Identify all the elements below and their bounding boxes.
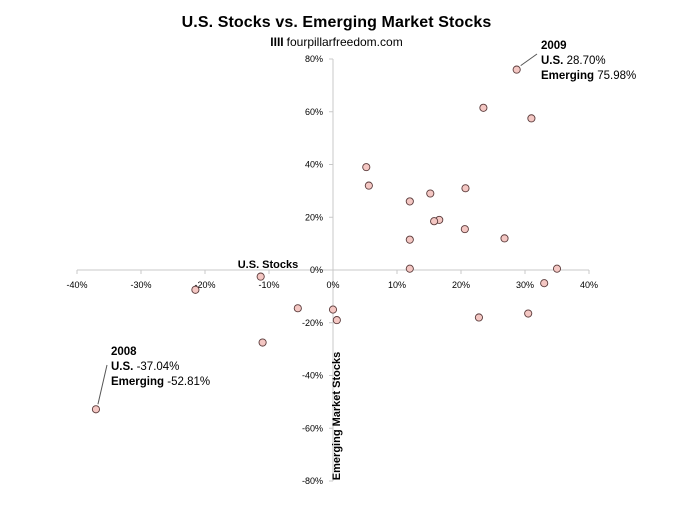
data-point: [500, 234, 509, 243]
x-tick-label: -40%: [66, 280, 87, 290]
data-point: [256, 272, 265, 281]
y-tick-label: 20%: [305, 212, 323, 222]
data-point: [527, 114, 536, 123]
data-point: [258, 338, 267, 347]
y-axis-title: Emerging Market Stocks: [331, 352, 343, 480]
y-tick-label: -80%: [302, 476, 323, 486]
data-point: [332, 316, 341, 325]
data-point: [405, 197, 414, 206]
annotation-us-label: U.S.: [111, 361, 134, 373]
chart-subtitle: IIII fourpillarfreedom.com: [0, 35, 673, 49]
site-logo-icon: IIII: [270, 35, 284, 49]
annotation-2008: 2008 U.S. -37.04% Emerging -52.81%: [111, 345, 210, 390]
x-axis-title: U.S. Stocks: [238, 259, 299, 271]
data-points: [91, 65, 562, 414]
y-tick-label: 40%: [305, 160, 323, 170]
annotation-year: 2008: [111, 346, 137, 358]
axes: [76, 58, 590, 482]
tick-labels: -40% -30% -20% -10% 0% 10% 20% 30% 40% -80% -60% -4…: [66, 54, 598, 486]
x-tick-label: -20%: [194, 280, 215, 290]
x-tick-label: 10%: [388, 280, 406, 290]
annotation-em-value: 75.98%: [597, 70, 637, 82]
x-tick-label: 40%: [580, 280, 598, 290]
annotation-us-value: 28.70%: [566, 55, 606, 67]
data-point: [364, 181, 373, 190]
data-point: [328, 305, 338, 314]
data-point: [405, 264, 414, 273]
data-point: [552, 264, 562, 273]
annotation-em-value: -52.81%: [167, 376, 211, 388]
data-point: [461, 184, 470, 193]
data-point: [474, 313, 483, 322]
data-point: [91, 405, 100, 414]
y-tick-label: 80%: [305, 54, 323, 64]
data-point: [460, 225, 469, 234]
annotation-us-value: -37.04%: [136, 361, 180, 373]
leader-line-2008: [97, 364, 108, 405]
data-point: [479, 103, 488, 112]
annotation-em-label: Emerging: [541, 70, 595, 82]
y-tick-label: -20%: [302, 318, 323, 328]
subtitle-text: fourpillarfreedom.com: [286, 35, 403, 49]
data-point: [430, 217, 439, 226]
annotation-em-label: Emerging: [111, 376, 165, 388]
annotation-2009: 2009 U.S. 28.70% Emerging 75.98%: [541, 39, 636, 84]
data-point: [426, 189, 435, 198]
data-point: [540, 279, 549, 288]
data-point: [524, 309, 533, 318]
data-point: [293, 304, 302, 313]
x-tick-label: -30%: [130, 280, 151, 290]
x-tick-label: -10%: [258, 280, 279, 290]
y-tick-label: -40%: [302, 371, 323, 381]
y-tick-label: 60%: [305, 107, 323, 117]
x-tick-label: 0%: [326, 280, 339, 290]
data-point: [191, 285, 200, 294]
x-tick-label: 30%: [516, 280, 534, 290]
x-tick-label: 20%: [452, 280, 470, 290]
y-tick-label: -60%: [302, 423, 323, 433]
y-tick-label: 0%: [310, 265, 323, 275]
data-point: [405, 235, 414, 244]
chart-title: U.S. Stocks vs. Emerging Market Stocks: [181, 14, 492, 31]
data-point: [362, 163, 371, 172]
annotation-us-label: U.S.: [541, 55, 564, 67]
data-point: [512, 65, 521, 74]
annotation-year: 2009: [541, 40, 567, 52]
leader-line-2009: [520, 53, 538, 67]
annotation-leader-lines: [97, 53, 538, 405]
